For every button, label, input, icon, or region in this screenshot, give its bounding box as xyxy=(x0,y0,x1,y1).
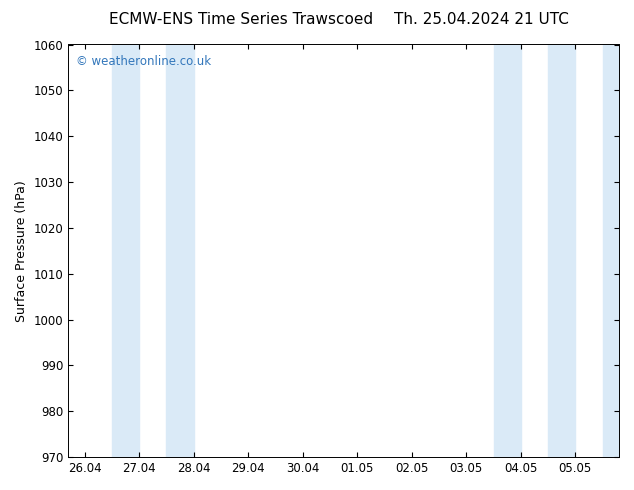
Bar xyxy=(166,45,193,457)
Y-axis label: Surface Pressure (hPa): Surface Pressure (hPa) xyxy=(15,180,28,322)
Text: © weatheronline.co.uk: © weatheronline.co.uk xyxy=(77,55,212,68)
Bar xyxy=(493,45,521,457)
Bar xyxy=(548,45,576,457)
Text: ECMW-ENS Time Series Trawscoed: ECMW-ENS Time Series Trawscoed xyxy=(109,12,373,27)
Text: Th. 25.04.2024 21 UTC: Th. 25.04.2024 21 UTC xyxy=(394,12,569,27)
Bar xyxy=(603,45,630,457)
Bar xyxy=(112,45,139,457)
